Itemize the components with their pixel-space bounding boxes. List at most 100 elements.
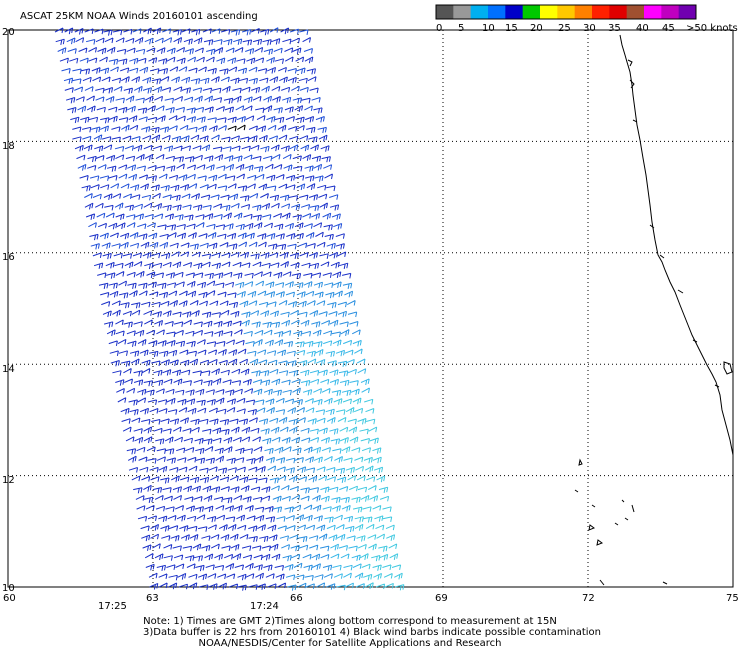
wind-barb [328, 534, 338, 541]
wind-barb [263, 48, 274, 55]
wind-barb [161, 134, 171, 141]
wind-barb [287, 584, 297, 591]
wind-barb [254, 506, 265, 513]
wind-barb [141, 534, 151, 542]
wind-barb [220, 309, 230, 316]
wind-barb [221, 545, 231, 551]
wind-barb [328, 311, 338, 317]
wind-barb [131, 475, 141, 482]
wind-barb [87, 165, 97, 171]
wind-barb [311, 97, 321, 103]
wind-barb [379, 553, 389, 561]
wind-barb [137, 388, 147, 396]
wind-barb [352, 563, 362, 569]
wind-barb [275, 397, 285, 404]
wind-barb [354, 407, 364, 414]
wind-barb [357, 418, 367, 425]
wind-barb [224, 553, 234, 560]
wind-barb [322, 272, 332, 278]
wind-barb [228, 301, 239, 309]
wind-barb [291, 436, 301, 444]
wind-barb [174, 329, 184, 336]
wind-barb [142, 76, 152, 84]
wind-barb [86, 105, 96, 113]
wind-barb [231, 368, 241, 375]
wind-barb [331, 389, 342, 397]
wind-barb [154, 272, 164, 278]
wind-barb [366, 476, 376, 482]
wind-barb [227, 232, 237, 240]
wind-barb [211, 262, 221, 269]
wind-barb [211, 87, 222, 94]
wind-barb [248, 241, 258, 248]
wind-barb [274, 282, 285, 288]
wind-barb [261, 495, 271, 501]
wind-barb [318, 134, 328, 142]
wind-barb [175, 340, 186, 347]
wind-barb [309, 262, 320, 270]
wind-barb [108, 58, 119, 65]
wind-barb [196, 281, 207, 289]
wind-barb [106, 165, 117, 172]
wind-barb [258, 359, 268, 365]
wind-barb [266, 174, 276, 182]
wind-barb [186, 280, 196, 288]
wind-barb [218, 524, 228, 531]
wind-barb [105, 212, 115, 219]
wind-barb [118, 106, 128, 114]
wind-barb [230, 426, 240, 434]
wind-barb [228, 583, 239, 590]
wind-barb [368, 426, 378, 433]
coastline [574, 34, 734, 586]
wind-barb [292, 387, 301, 395]
wind-barb [100, 125, 109, 132]
wind-barb [143, 380, 154, 387]
wind-barb [147, 399, 158, 405]
wind-barb [281, 212, 291, 220]
wind-barb [312, 446, 322, 454]
wind-barb [263, 105, 273, 112]
wind-barb [100, 292, 110, 298]
wind-barb [130, 184, 140, 191]
wind-barb [329, 319, 339, 327]
wind-barb [188, 465, 198, 472]
wind-barb [243, 154, 253, 160]
wind-barb [80, 68, 91, 75]
wind-barb [303, 281, 313, 288]
wind-barb [91, 67, 101, 74]
wind-barb [126, 330, 136, 336]
wind-barb [136, 505, 146, 511]
axis-labels: 20 18 16 14 12 10 60 63 66 69 72 75 17:2… [2, 27, 739, 612]
wind-barb [325, 291, 335, 299]
wind-barb [226, 406, 236, 413]
wind-barb [152, 27, 162, 35]
wind-barb [137, 397, 147, 403]
wind-barb [199, 359, 210, 366]
wind-barb [288, 475, 298, 483]
wind-barb [161, 535, 171, 541]
wind-barb [174, 271, 184, 278]
wind-barb [238, 241, 248, 248]
wind-barb [115, 37, 125, 43]
wind-barb [164, 145, 174, 152]
wind-barb [104, 37, 114, 44]
wind-barb [295, 341, 305, 348]
wind-barb [174, 95, 183, 102]
wind-barb [304, 398, 314, 404]
wind-barb [271, 553, 281, 561]
note-line-1: Note: 1) Times are GMT 2)Times along bot… [143, 616, 557, 627]
wind-barb [308, 194, 319, 201]
wind-barb [201, 311, 212, 318]
wind-barb [261, 202, 271, 210]
legend-swatch [436, 5, 454, 19]
wind-barb [162, 428, 172, 434]
lon-label-69: 69 [435, 593, 448, 604]
wind-barb [179, 349, 189, 356]
wind-barb [126, 271, 136, 278]
wind-barb [231, 380, 242, 386]
wind-barb [172, 486, 182, 493]
wind-barb [192, 543, 202, 551]
wind-barb [221, 136, 231, 143]
wind-barb [262, 437, 272, 445]
wind-barb [249, 358, 259, 366]
